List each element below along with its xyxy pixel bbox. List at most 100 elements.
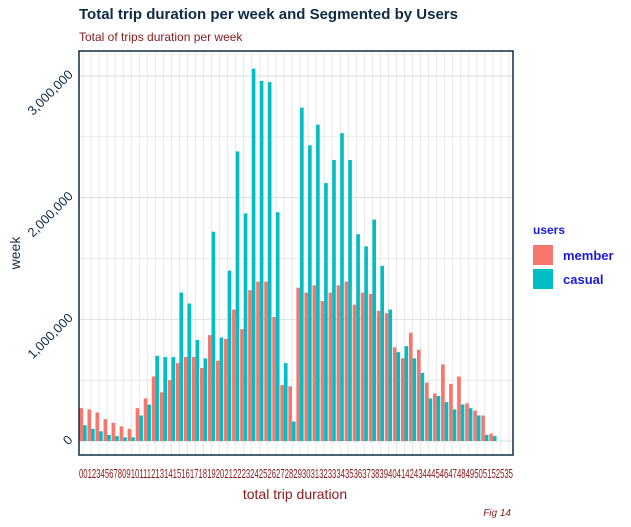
y-tick-labels: 0 1,000,000 2,000,000 3,000,000: [24, 67, 76, 448]
bar-casual-16: [211, 231, 216, 441]
bar-casual-51: [492, 436, 497, 441]
legend-key-casual: [533, 269, 553, 289]
bar-member-08: [143, 398, 148, 441]
bar-member-00: [79, 408, 84, 441]
bar-member-20: [240, 329, 244, 441]
legend-key-member: [533, 245, 553, 265]
bar-member-50: [481, 415, 485, 441]
bar-casual-24: [275, 212, 280, 441]
bar-member-01: [87, 409, 92, 441]
bar-member-06: [127, 428, 132, 441]
bar-member-30: [320, 301, 325, 441]
bar-casual-08: [147, 404, 151, 441]
x-tick-labels: 0012345678091011121314151617181920212223…: [79, 466, 513, 481]
bar-casual-05: [123, 437, 127, 441]
bar-casual-44: [436, 395, 441, 441]
bar-member-47: [457, 376, 461, 441]
bar-member-36: [368, 293, 373, 441]
bar-casual-42: [420, 372, 425, 441]
bar-member-17: [216, 360, 220, 441]
legend: users member casual: [533, 223, 614, 291]
panel-border: [78, 50, 514, 456]
bar-member-35: [360, 292, 365, 441]
bar-casual-47: [460, 404, 465, 441]
bar-casual-18: [227, 270, 232, 441]
bar-casual-32: [340, 133, 344, 441]
figure-caption: Fig 14: [483, 508, 511, 519]
bar-member-45: [441, 364, 445, 441]
bar-member-18: [224, 338, 228, 441]
bar-member-38: [384, 313, 389, 441]
bar-member-39: [392, 347, 397, 441]
bar-member-44: [433, 393, 437, 441]
bar-casual-41: [412, 358, 417, 441]
bar-casual-07: [139, 415, 143, 441]
bar-casual-50: [484, 434, 489, 441]
bar-member-32: [336, 285, 341, 441]
bar-casual-15: [203, 358, 208, 441]
bar-member-37: [376, 310, 381, 441]
bar-casual-13: [187, 303, 192, 441]
legend-label-casual: casual: [563, 271, 604, 287]
y-tick-label: 1,000,000: [24, 310, 76, 362]
bar-casual-36: [372, 219, 376, 441]
bar-casual-06: [131, 437, 135, 441]
bar-casual-30: [324, 183, 328, 441]
bar-member-22: [256, 281, 260, 441]
bar-casual-00: [83, 425, 87, 441]
bar-casual-11: [171, 357, 176, 441]
bar-member-03: [103, 419, 108, 441]
bar-casual-38: [388, 309, 393, 441]
bar-member-14: [191, 357, 196, 441]
y-axis-label: week: [7, 236, 23, 271]
bar-casual-37: [380, 265, 385, 441]
legend-label-member: member: [563, 247, 614, 263]
chart-title: Total trip duration per week and Segment…: [79, 6, 458, 23]
bar-member-29: [312, 285, 317, 441]
bar-member-16: [207, 335, 212, 441]
bar-member-09: [151, 376, 156, 441]
bar-member-24: [272, 316, 276, 441]
chart-subtitle: Total of trips duration per week: [79, 30, 243, 44]
bar-member-40: [400, 358, 405, 441]
bar-member-41: [408, 332, 413, 441]
bar-member-48: [465, 403, 469, 441]
bar-casual-39: [396, 352, 401, 441]
bar-member-25: [280, 385, 284, 441]
bar-casual-03: [107, 434, 111, 441]
bar-casual-25: [283, 363, 288, 441]
bar-member-26: [288, 386, 292, 441]
bar-member-11: [167, 380, 172, 441]
bar-casual-21: [251, 68, 256, 441]
bar-casual-40: [404, 346, 409, 441]
bar-casual-34: [356, 234, 360, 441]
bar-casual-27: [300, 107, 304, 441]
y-tick-label: 2,000,000: [24, 188, 76, 240]
bar-casual-33: [348, 159, 352, 441]
bar-casual-43: [428, 398, 433, 441]
bar-member-07: [135, 408, 140, 441]
bar-casual-31: [332, 159, 336, 441]
bars: [79, 68, 497, 442]
bar-casual-35: [364, 246, 368, 441]
bar-casual-10: [163, 357, 168, 441]
bar-casual-22: [259, 80, 264, 442]
bar-casual-23: [267, 82, 272, 441]
bar-member-04: [111, 422, 116, 441]
bar-member-34: [352, 304, 357, 441]
bar-casual-14: [195, 340, 200, 441]
bar-casual-49: [476, 415, 481, 441]
bar-member-13: [183, 357, 188, 441]
bar-casual-02: [99, 431, 103, 441]
bar-member-23: [264, 281, 268, 441]
bar-member-51: [489, 433, 493, 441]
bar-member-02: [95, 412, 100, 441]
bar-casual-48: [468, 408, 473, 441]
x-axis-label: total trip duration: [243, 486, 347, 502]
bar-member-33: [344, 281, 349, 441]
bar-member-10: [159, 392, 164, 441]
bar-member-28: [304, 292, 309, 441]
bar-casual-12: [179, 292, 184, 441]
bar-member-27: [296, 287, 301, 441]
